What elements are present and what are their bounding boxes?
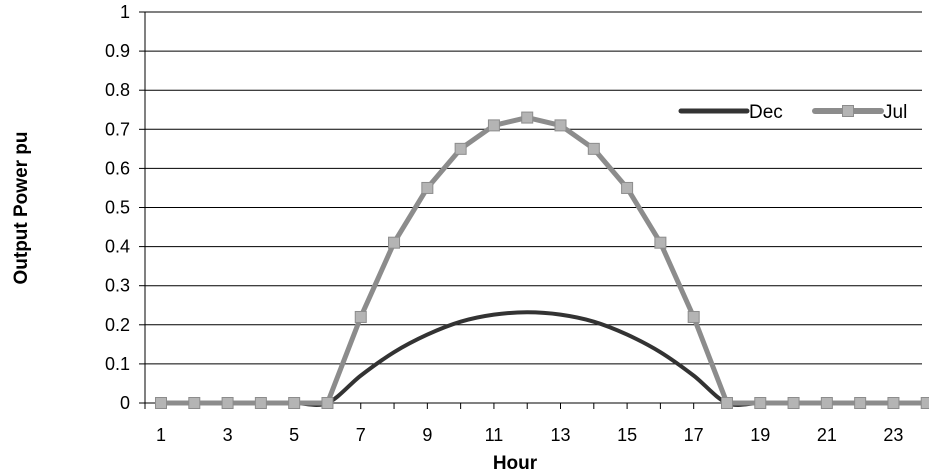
data-point-jul <box>887 397 900 409</box>
x-tick-label: 15 <box>617 425 637 445</box>
x-tick-label: 9 <box>422 425 432 445</box>
x-tick-label: 3 <box>223 425 233 445</box>
data-point-jul <box>288 397 301 409</box>
y-tick-label: 0.8 <box>105 80 130 100</box>
y-tick-label: 0 <box>120 393 130 413</box>
data-point-jul <box>687 310 700 323</box>
data-point-jul <box>155 397 167 409</box>
data-point-jul <box>454 142 467 155</box>
series-lines <box>155 111 929 409</box>
axes <box>139 11 928 409</box>
x-tick-label: 11 <box>485 425 504 445</box>
data-point-jul <box>654 236 667 249</box>
y-tick-label: 0.2 <box>105 315 130 335</box>
data-point-jul <box>354 310 367 323</box>
data-point-jul <box>521 111 534 124</box>
x-tick-label: 21 <box>817 425 837 445</box>
y-tick-label: 0.3 <box>105 276 130 296</box>
data-point-jul <box>854 397 867 409</box>
y-tick-label: 1 <box>120 2 130 22</box>
y-tick-label: 0.4 <box>105 237 130 257</box>
data-point-jul <box>754 397 767 409</box>
x-axis-title: Hour <box>493 453 538 474</box>
legend: Dec Jul <box>678 102 907 123</box>
y-tick-label: 0.6 <box>105 158 130 178</box>
series-line-dec <box>159 310 929 407</box>
x-tick-label: 17 <box>684 425 704 445</box>
data-point-jul <box>920 397 929 409</box>
data-point-jul <box>421 181 434 194</box>
data-point-jul <box>321 397 334 409</box>
data-point-jul <box>188 397 201 409</box>
x-tick-label: 23 <box>883 425 903 445</box>
data-point-jul <box>621 181 634 194</box>
y-axis-title: Output Power pu <box>11 131 32 284</box>
legend-marker-jul <box>842 105 854 117</box>
x-tick-label: 7 <box>356 425 366 445</box>
y-tick-label: 0.9 <box>105 41 130 61</box>
y-tick-label: 0.7 <box>105 119 130 139</box>
data-point-jul <box>720 397 733 409</box>
data-point-jul <box>820 397 833 409</box>
data-point-jul <box>221 397 234 409</box>
tick-labels: 00.10.20.30.40.50.60.70.80.911 3 5 7 9 11 13 15… <box>105 2 903 445</box>
y-tick-label: 0.1 <box>105 354 130 374</box>
x-tick-label: 13 <box>550 425 570 445</box>
x-tick-label: 19 <box>750 425 770 445</box>
data-point-jul <box>487 119 500 132</box>
y-tick-label: 0.5 <box>105 198 130 218</box>
legend-label-dec: Dec <box>749 102 783 123</box>
data-point-jul <box>587 142 600 155</box>
legend-label-jul: Jul <box>883 102 907 123</box>
series-line-jul <box>158 115 929 406</box>
data-point-jul <box>554 119 567 132</box>
x-tick-label: 5 <box>289 425 299 445</box>
data-point-jul <box>787 397 800 409</box>
data-point-jul <box>254 397 267 409</box>
x-tick-label: 1 <box>156 425 166 445</box>
data-point-jul <box>388 236 401 249</box>
gridlines <box>145 11 922 404</box>
